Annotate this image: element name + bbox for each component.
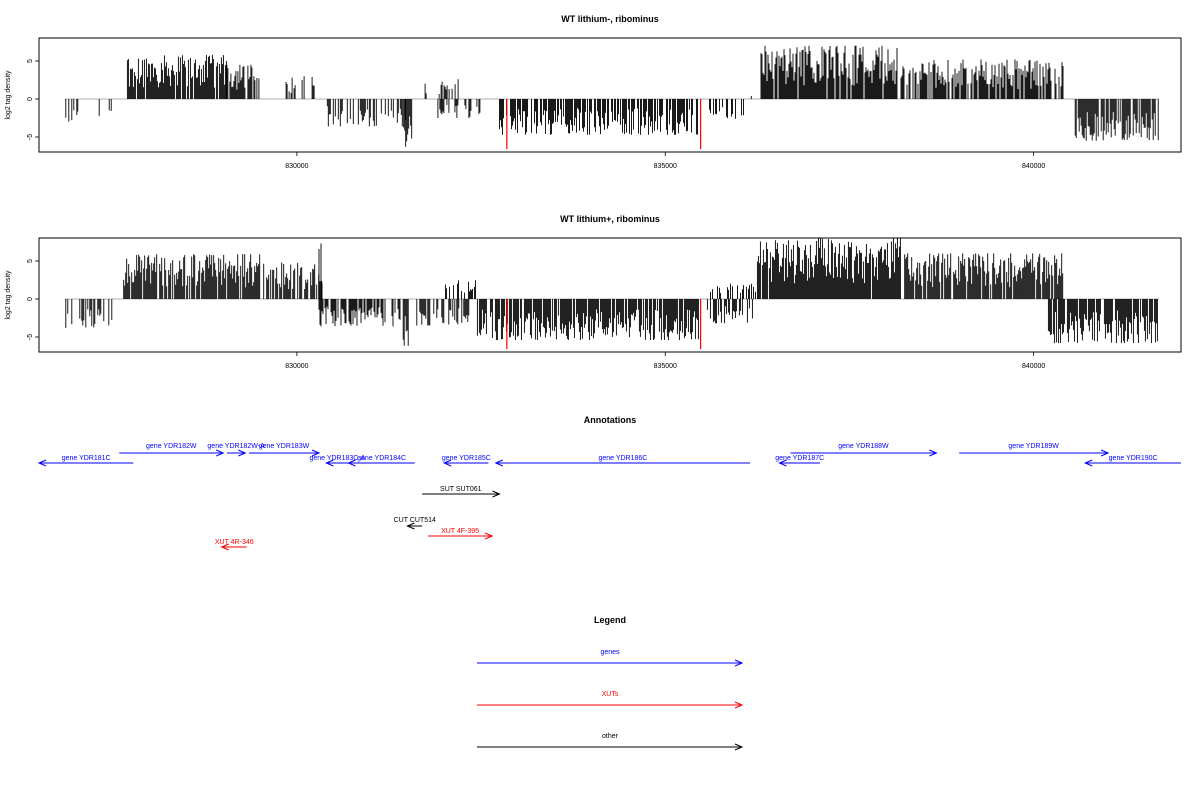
feature-label: gene YDR189W xyxy=(1008,443,1059,450)
feature-label: gene YDR182W xyxy=(146,443,197,450)
x-tick-label: 840000 xyxy=(1022,363,1045,370)
feature-arrowhead xyxy=(484,532,494,540)
legend-arrowhead xyxy=(734,659,744,667)
feature-label: gene YDR187C xyxy=(775,455,824,462)
legend-arrowhead xyxy=(734,743,744,751)
feature-label: gene YDR190C xyxy=(1109,455,1158,462)
feature-arrowhead xyxy=(215,449,225,457)
feature-arrowhead xyxy=(325,459,334,467)
feature-arrowhead xyxy=(220,543,229,551)
legend-item: other xyxy=(477,733,744,751)
y-axis-label: log2 tag density xyxy=(5,70,12,120)
feature-label: SUT SUT061 xyxy=(440,486,482,493)
x-tick-label: 830000 xyxy=(285,163,308,170)
feature-arrowhead xyxy=(1100,449,1110,457)
feature-label: gene YDR181C xyxy=(62,455,111,462)
x-tick-label: 835000 xyxy=(654,163,677,170)
legend-label: XUTs xyxy=(602,691,619,698)
legend-label: other xyxy=(602,733,619,740)
feature-arrowhead xyxy=(406,522,415,530)
feature-arrowhead xyxy=(494,459,503,467)
feature-label: gene YDR188W xyxy=(838,443,889,450)
coverage-bars xyxy=(65,45,1159,147)
track-title: WT lithium-, ribominus xyxy=(561,14,659,24)
feature-label: XUT 4F-395 xyxy=(441,528,479,535)
y-tick-label: 0 xyxy=(27,97,34,101)
legend-arrowhead xyxy=(734,701,744,709)
annotation-feature: gene YDR189W xyxy=(959,443,1110,457)
x-tick-label: 840000 xyxy=(1022,163,1045,170)
feature-arrowhead xyxy=(1083,459,1093,467)
annotation-panel: Annotations gene YDR181C gene YDR182W gene … xyxy=(37,415,1181,551)
feature-arrowhead xyxy=(238,449,247,457)
annotation-feature: gene YDR190C xyxy=(1083,455,1181,467)
feature-arrowhead xyxy=(778,459,787,467)
track-lithium-plus: WT lithium+, ribominus log2 tag density -5… xyxy=(5,214,1182,370)
coverage-bars xyxy=(65,238,1158,346)
feature-arrowhead xyxy=(347,459,356,467)
annotation-feature: gene YDR183W xyxy=(248,443,321,457)
plot-frame xyxy=(38,37,1182,153)
y-tick-label: 5 xyxy=(27,259,34,263)
annotation-feature: gene YDR182W-A xyxy=(207,443,265,457)
feature-label: XUT 4R-346 xyxy=(215,539,254,546)
annotation-feature: gene YDR188W xyxy=(790,443,938,457)
feature-arrowhead xyxy=(492,490,501,498)
feature-arrowhead xyxy=(442,459,452,467)
legend-title: Legend xyxy=(594,615,626,625)
y-tick-label: -5 xyxy=(27,334,34,340)
annotation-feature: gene YDR185C xyxy=(442,455,491,467)
annotation-feature: gene YDR187C xyxy=(775,455,824,467)
x-tick-label: 830000 xyxy=(285,363,308,370)
y-tick-label: 0 xyxy=(27,297,34,301)
annotation-feature: SUT SUT061 xyxy=(422,486,501,498)
feature-arrowhead xyxy=(311,449,321,457)
y-tick-label: 5 xyxy=(27,59,34,63)
legend-item: genes xyxy=(477,649,744,667)
track-title: WT lithium+, ribominus xyxy=(560,214,660,224)
x-tick-label: 835000 xyxy=(654,363,677,370)
feature-label: gene YDR185C xyxy=(442,455,491,462)
feature-arrowhead xyxy=(929,449,938,457)
annotation-feature: XUT 4F-395 xyxy=(428,528,494,540)
annotations-title: Annotations xyxy=(584,415,637,425)
feature-label: CUT CUT514 xyxy=(394,517,436,524)
feature-arrowhead xyxy=(37,459,47,467)
track-lithium-minus: WT lithium-, ribominus log2 tag density -5… xyxy=(5,14,1182,170)
legend-item: XUTs xyxy=(477,691,744,709)
annotation-feature: gene YDR184C xyxy=(347,455,415,467)
plot-frame xyxy=(38,237,1182,353)
annotation-feature: gene YDR181C xyxy=(37,455,134,467)
legend-label: genes xyxy=(600,649,620,656)
annotation-feature: XUT 4R-346 xyxy=(215,539,254,551)
annotation-feature: CUT CUT514 xyxy=(394,517,436,530)
feature-label: gene YDR184C xyxy=(357,455,406,462)
feature-label: gene YDR183C-A xyxy=(309,455,365,462)
feature-label: gene YDR182W-A xyxy=(207,443,265,450)
y-tick-label: -5 xyxy=(27,134,34,140)
annotation-feature: gene YDR183C-A xyxy=(309,455,366,467)
annotation-feature: gene YDR186C xyxy=(494,455,750,467)
feature-label: gene YDR183W xyxy=(259,443,310,450)
annotation-feature: gene YDR182W xyxy=(119,443,225,457)
y-axis-label: log2 tag density xyxy=(5,270,12,320)
legend-panel: Legend genes XUTs other xyxy=(477,615,744,751)
feature-label: gene YDR186C xyxy=(598,455,647,462)
